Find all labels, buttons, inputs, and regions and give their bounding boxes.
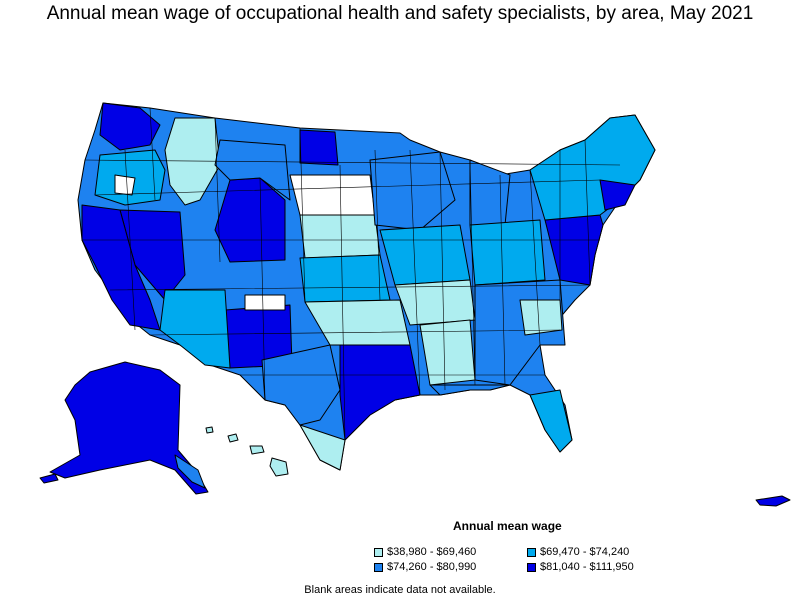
legend-label-tier1: $38,980 - $69,460	[387, 546, 477, 558]
blank-areas-note: Blank areas indicate data not available.	[304, 584, 496, 596]
region-california-coast	[81, 204, 161, 331]
region-washington-west	[99, 102, 161, 151]
region-iowa-illinois	[379, 224, 471, 286]
region-northeast	[529, 114, 656, 221]
legend-item-tier2: $69,470 - $74,240	[527, 546, 629, 558]
legend-swatch-tier1	[374, 547, 383, 557]
legend-label-tier2: $69,470 - $74,240	[540, 546, 630, 558]
region-new-england-coast	[599, 179, 636, 211]
region-idaho-light	[164, 117, 221, 206]
region-montana-dakota-blank	[289, 174, 376, 216]
region-hawaii-oahu	[227, 433, 239, 443]
legend-title: Annual mean wage	[453, 519, 562, 533]
map-title: Annual mean wage of occupational health …	[46, 3, 754, 24]
region-florida	[529, 389, 573, 453]
region-texas-east	[339, 344, 421, 441]
region-hawaii-maui	[249, 445, 265, 455]
region-southwest-blank	[244, 294, 286, 311]
area-boundaries	[82, 107, 621, 441]
legend-item-tier3: $74,260 - $80,990	[374, 561, 476, 573]
legend-label-tier3: $74,260 - $80,990	[387, 561, 477, 573]
region-ohio-valley	[469, 219, 546, 286]
legend-swatch-tier3	[374, 562, 383, 572]
legend-swatch-tier2	[527, 547, 536, 557]
region-texas-west	[261, 344, 341, 426]
legend-item-tier4: $81,040 - $111,950	[527, 561, 634, 573]
legend-label-tier4: $81,040 - $111,950	[540, 561, 634, 573]
region-alaska-islands	[39, 473, 59, 484]
region-alaska	[49, 361, 209, 495]
region-minnesota-wisconsin	[369, 151, 456, 231]
region-appalachia	[519, 299, 563, 336]
region-michigan	[469, 159, 511, 226]
region-central-plains-light	[299, 214, 381, 259]
region-hawaii-big-island	[269, 457, 289, 477]
region-puerto-rico	[755, 495, 791, 507]
legend-swatch-tier4	[527, 562, 536, 572]
region-arizona	[159, 289, 231, 369]
region-oregon-blank	[114, 174, 136, 196]
region-alaska-southeast	[174, 454, 206, 489]
region-northern-plains	[299, 129, 339, 166]
region-texas-south-light	[299, 424, 346, 471]
region-gulf-coast	[429, 384, 511, 396]
region-hawaii-kauai	[205, 426, 214, 434]
legend-item-tier1: $38,980 - $69,460	[374, 546, 476, 558]
region-southeast	[474, 279, 566, 386]
region-kansas	[299, 254, 391, 303]
